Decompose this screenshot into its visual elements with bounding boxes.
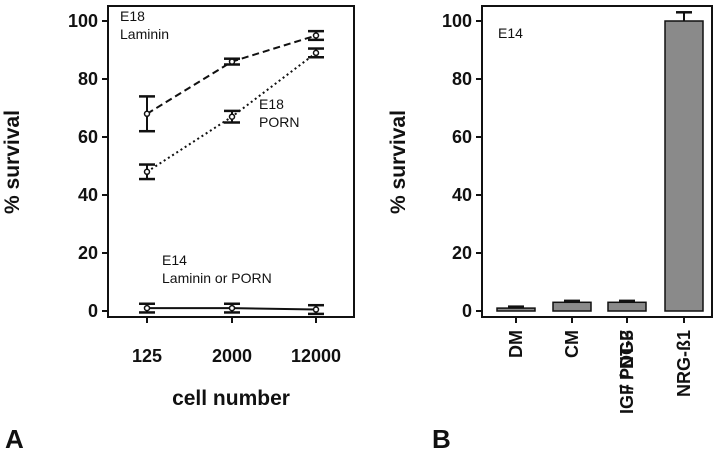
panel-b-label: B bbox=[432, 424, 451, 454]
panel-b-x-tick-label: NRG-ß1 bbox=[674, 330, 694, 397]
panel-a-data-point bbox=[312, 49, 320, 57]
panel-a-data-point bbox=[143, 304, 151, 312]
panel-a-x-axis-label: cell number bbox=[172, 387, 290, 410]
panel-a-x-tick-label: 12000 bbox=[291, 346, 341, 366]
panel-b-bar bbox=[496, 307, 536, 312]
panel-a-y-tick-label: 20 bbox=[78, 243, 98, 263]
panel-a-series-label: Laminin bbox=[120, 26, 169, 42]
panel-a-series-label: E14 bbox=[162, 252, 187, 268]
panel-a-data-point bbox=[228, 304, 236, 312]
panel-a-series-label: E18 bbox=[120, 8, 145, 24]
panel-a-data-point bbox=[143, 168, 151, 176]
panel-a-x-tick-label: 2000 bbox=[212, 346, 252, 366]
panel-a-y-tick-label: 0 bbox=[88, 301, 98, 321]
panel-a-series-label: Laminin or PORN bbox=[162, 270, 272, 286]
panel-b-x-tick-label: IGF / NT-3 bbox=[617, 330, 637, 414]
panel-a-data-point bbox=[312, 32, 320, 39]
panel-b-bar bbox=[664, 20, 704, 312]
panel-b-bar bbox=[607, 301, 647, 312]
panel-a-x-tick-label: 125 bbox=[132, 346, 162, 366]
panel-b-y-tick-label: 80 bbox=[452, 69, 472, 89]
panel-b-x-tick-label: DM bbox=[506, 330, 526, 358]
panel-a-label: A bbox=[5, 424, 24, 454]
panel-b-x-tick-label: CM bbox=[562, 330, 582, 358]
panel-b-y-tick-label: 40 bbox=[452, 185, 472, 205]
panel-a-series-label: E18 bbox=[259, 96, 284, 112]
panel-b-y-tick-label: 60 bbox=[452, 127, 472, 147]
panel-a-y-axis-label: % survival bbox=[1, 110, 24, 214]
panel-b-annotation: E14 bbox=[498, 25, 523, 41]
panel-b-frame bbox=[481, 5, 713, 318]
panel-a-series-line bbox=[146, 34, 317, 115]
panel-a-data-point bbox=[312, 306, 320, 313]
panel-a-data-point bbox=[228, 58, 236, 65]
panel-b-y-tick-label: 20 bbox=[452, 243, 472, 263]
panel-a-series-label: PORN bbox=[259, 114, 299, 130]
panel-a-data-point bbox=[228, 113, 236, 120]
panel-a-y-tick-label: 40 bbox=[78, 185, 98, 205]
panel-b-x-tick-label: / PDGF bbox=[617, 330, 637, 390]
panel-b-bar bbox=[552, 301, 592, 312]
panel-a-y-tick-label: 100 bbox=[68, 11, 98, 31]
panel-b-y-tick-label: 0 bbox=[462, 301, 472, 321]
panel-b-y-axis-label: % survival bbox=[387, 110, 410, 214]
panel-a-y-tick-label: 60 bbox=[78, 127, 98, 147]
panel-a-data-point bbox=[143, 110, 151, 118]
panel-a-y-tick-label: 80 bbox=[78, 69, 98, 89]
panel-b-y-tick-label: 100 bbox=[442, 11, 472, 31]
